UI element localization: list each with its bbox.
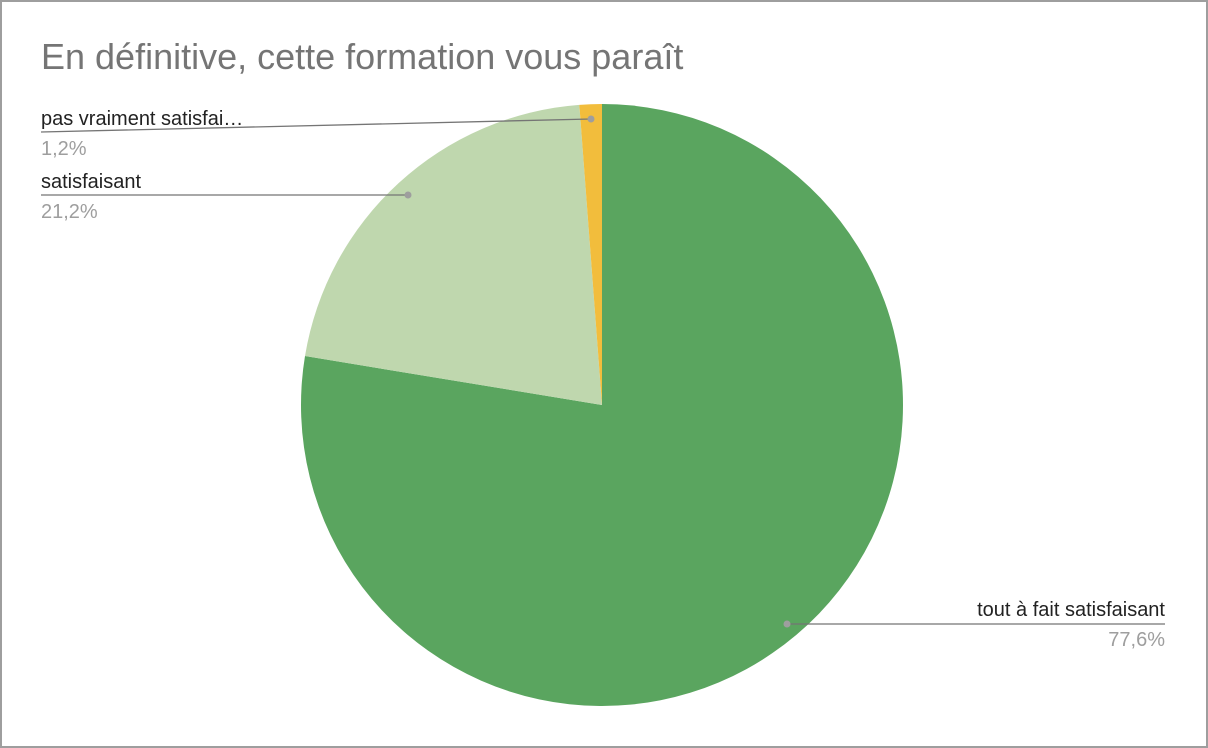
leader-dot	[783, 620, 791, 628]
pie-slice	[579, 104, 602, 405]
leader-dot	[404, 191, 412, 199]
slice-label: pas vraiment satisfai…	[41, 108, 243, 130]
slice-label: satisfaisant	[41, 171, 141, 193]
slice-label: tout à fait satisfaisant	[977, 599, 1165, 621]
pie-slice	[305, 104, 602, 406]
slice-percent: 77,6%	[1108, 629, 1165, 651]
slice-percent: 1,2%	[41, 138, 87, 160]
slice-percent: 21,2%	[41, 201, 98, 223]
leader-line	[40, 118, 592, 133]
leader-dot	[587, 115, 595, 123]
chart-title: En définitive, cette formation vous para…	[41, 36, 684, 77]
